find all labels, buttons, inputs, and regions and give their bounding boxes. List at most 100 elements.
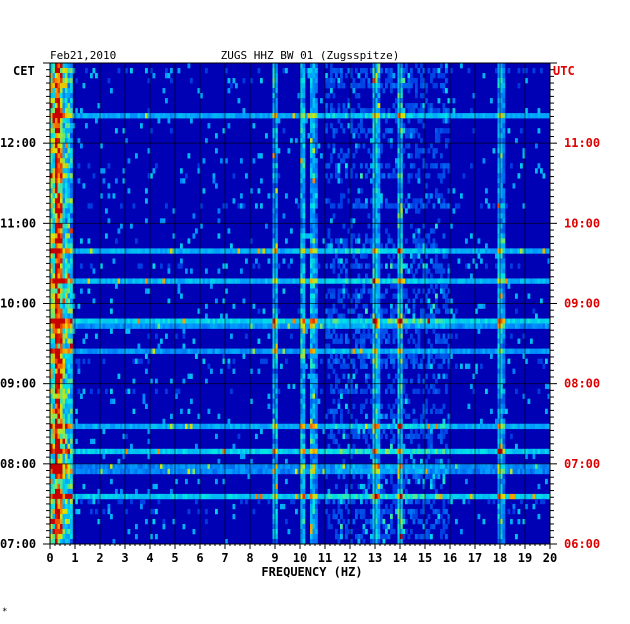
heatmap-cell [392,113,396,119]
heatmap-cell [420,198,423,204]
heatmap-cell [412,358,416,364]
heatmap-cell [180,168,183,174]
heatmap-cell [130,448,133,455]
heatmap-cell [230,448,233,455]
heatmap-cell [55,153,58,159]
heatmap-cell [105,463,108,470]
heatmap-cell [455,318,458,324]
heatmap-cell [365,373,368,379]
heatmap-cell [375,333,378,339]
heatmap-cell [275,433,278,440]
heatmap-cell [310,328,313,334]
heatmap-cell [377,98,381,104]
heatmap-cell [380,433,383,440]
heatmap-cell [60,238,63,244]
heatmap-cell [520,323,523,329]
heatmap-cell [445,423,448,430]
heatmap-cell [545,358,548,364]
heatmap-cell [500,288,503,294]
heatmap-cell [497,113,501,119]
heatmap-cell [70,258,73,264]
heatmap-cell [407,153,411,159]
heatmap-cell [67,253,71,259]
heatmap-cell [150,173,153,179]
heatmap-cell [160,263,163,269]
heatmap-cell [245,323,248,329]
heatmap-cell [185,348,188,354]
heatmap-cell [200,318,203,324]
heatmap-cell [275,163,278,169]
heatmap-cell [67,223,71,229]
heatmap-cell [310,153,313,159]
heatmap-cell [435,263,438,269]
heatmap-cell [215,423,218,430]
heatmap-cell [280,323,283,329]
heatmap-cell [522,423,526,430]
heatmap-cell [392,418,396,425]
heatmap-cell [502,193,506,199]
heatmap-cell [60,328,63,334]
heatmap-cell [300,258,303,264]
heatmap-cell [432,383,436,389]
heatmap-cell [167,118,171,124]
heatmap-cell [110,423,113,430]
heatmap-cell [387,348,391,354]
heatmap-cell [400,258,403,264]
heatmap-cell [340,388,343,394]
heatmap-cell [312,118,316,124]
heatmap-cell [95,463,98,470]
heatmap-cell [140,278,143,284]
heatmap-cell [142,323,146,329]
heatmap-cell [427,173,431,179]
heatmap-cell [390,353,393,359]
heatmap-cell [180,323,183,329]
heatmap-cell [165,248,168,254]
heatmap-cell [55,428,58,435]
heatmap-cell [482,348,486,354]
heatmap-cell [372,423,376,430]
heatmap-cell [497,163,501,169]
heatmap-cell [500,163,503,169]
heatmap-cell [415,388,418,394]
heatmap-cell [57,198,61,204]
heatmap-cell [255,203,258,209]
heatmap-cell [62,233,66,239]
heatmap-cell [400,278,403,284]
heatmap-cell [87,463,91,470]
heatmap-cell [457,113,461,119]
heatmap-cell [532,348,536,354]
heatmap-cell [57,353,61,359]
heatmap-cell [77,323,81,329]
heatmap-cell [397,88,401,94]
heatmap-cell [312,418,316,425]
heatmap-cell [222,318,226,324]
heatmap-cell [175,323,178,329]
heatmap-cell [442,433,446,440]
heatmap-cell [102,323,106,329]
heatmap-cell [367,83,371,89]
heatmap-cell [275,73,278,79]
heatmap-cell [197,318,201,324]
heatmap-cell [275,448,278,455]
heatmap-cell [402,443,406,450]
heatmap-cell [415,238,418,244]
heatmap-cell [502,448,506,455]
heatmap-cell [422,413,426,420]
heatmap-cell [402,353,406,359]
heatmap-cell [300,358,303,364]
heatmap-cell [435,138,438,144]
heatmap-cell [167,348,171,354]
heatmap-cell [420,238,423,244]
heatmap-cell [315,313,318,319]
heatmap-cell [352,113,356,119]
heatmap-cell [502,263,506,269]
heatmap-cell [510,163,513,169]
heatmap-cell [377,123,381,129]
heatmap-cell [60,243,63,249]
heatmap-cell [375,233,378,239]
heatmap-cell [312,83,316,89]
heatmap-cell [125,463,128,470]
heatmap-cell [365,253,368,259]
heatmap-cell [437,278,441,284]
heatmap-cell [377,168,381,174]
